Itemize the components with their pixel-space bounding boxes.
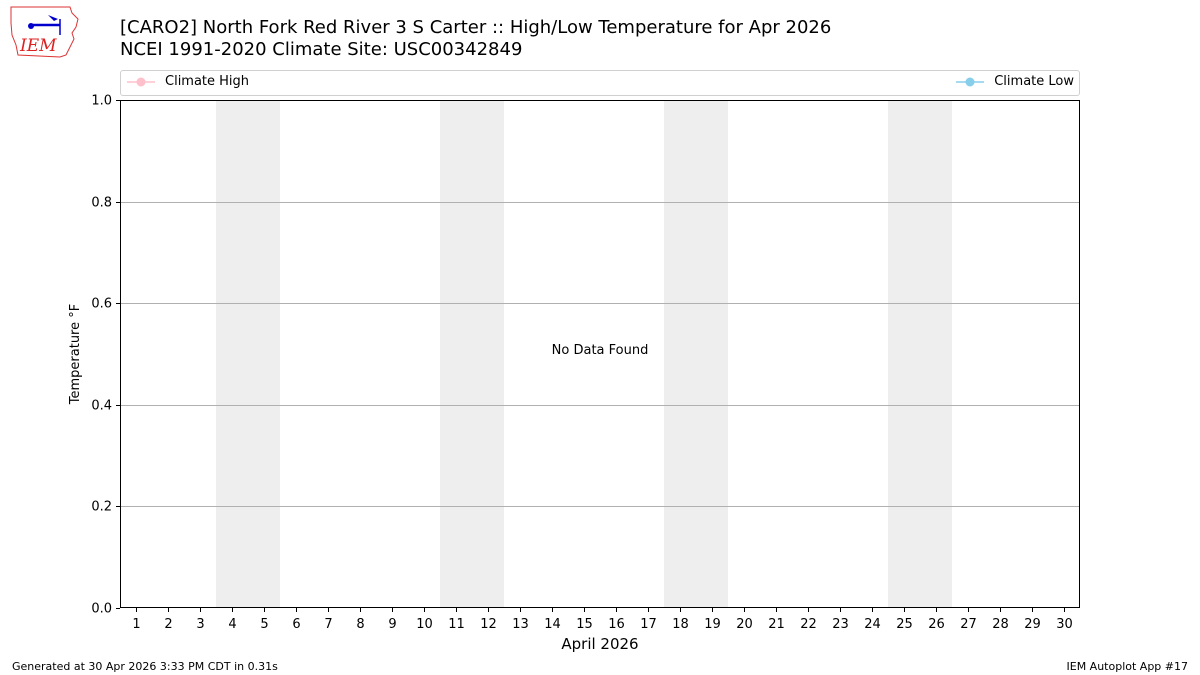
x-tick-label: 20: [736, 617, 753, 632]
generated-timestamp: Generated at 30 Apr 2026 3:33 PM CDT in …: [12, 660, 278, 673]
weekend-band: [664, 100, 728, 608]
x-tick-label: 6: [292, 617, 300, 632]
y-tick-label: 0.4: [91, 399, 112, 414]
y-tick-label: 1.0: [91, 94, 112, 109]
x-tick-label: 19: [704, 617, 721, 632]
y-tick-label: 0.2: [91, 500, 112, 515]
app-label: IEM Autoplot App #17: [1066, 660, 1189, 673]
x-tick-label: 11: [448, 617, 465, 632]
x-tick-label: 22: [800, 617, 817, 632]
x-tick-label: 27: [960, 617, 977, 632]
legend-marker-high: [127, 77, 155, 86]
weekend-band: [216, 100, 280, 608]
x-tick-label: 2: [164, 617, 172, 632]
legend-label-low: Climate Low: [994, 74, 1074, 89]
x-tick-label: 30: [1056, 617, 1073, 632]
x-tick-label: 26: [928, 617, 945, 632]
x-tick-label: 24: [864, 617, 881, 632]
x-tick-label: 23: [832, 617, 849, 632]
legend-label-high: Climate High: [165, 74, 250, 89]
iem-logo: IEM: [10, 6, 79, 58]
x-tick-label: 13: [512, 617, 529, 632]
x-tick-label: 10: [416, 617, 433, 632]
x-tick-label: 29: [1024, 617, 1041, 632]
x-tick-label: 5: [260, 617, 268, 632]
chart-title: [CARO2] North Fork Red River 3 S Carter …: [120, 17, 832, 38]
y-tick-label: 0.8: [91, 196, 112, 211]
plot-frame: [120, 100, 1080, 608]
chart-subtitle: NCEI 1991-2020 Climate Site: USC00342849: [120, 39, 523, 60]
y-tick-label: 0.6: [91, 297, 112, 312]
no-data-annotation: No Data Found: [552, 343, 649, 358]
x-tick-label: 25: [896, 617, 913, 632]
x-tick-label: 28: [992, 617, 1009, 632]
x-axis-label: April 2026: [561, 635, 638, 653]
legend-marker-low: [956, 77, 985, 86]
logo-text: IEM: [19, 36, 57, 56]
x-tick-label: 21: [768, 617, 785, 632]
x-tick-label: 16: [608, 617, 625, 632]
legend-item-climate-low: Climate Low: [956, 74, 1074, 89]
weekend-band: [888, 100, 952, 608]
x-tick-label: 12: [480, 617, 497, 632]
y-tick-label: 0.0: [91, 602, 112, 617]
x-tick-label: 7: [324, 617, 332, 632]
legend-item-climate-high: Climate High: [127, 74, 249, 89]
x-tick-label: 8: [356, 617, 364, 632]
weekend-band: [440, 100, 504, 608]
legend: Climate High Climate Low: [120, 70, 1080, 96]
x-tick-label: 14: [544, 617, 561, 632]
x-tick-label: 9: [388, 617, 396, 632]
x-tick-label: 18: [672, 617, 689, 632]
y-axis-label: Temperature °F: [68, 304, 83, 405]
x-tick-label: 4: [228, 617, 236, 632]
x-tick-label: 1: [132, 617, 140, 632]
x-tick-label: 15: [576, 617, 593, 632]
x-tick-label: 3: [196, 617, 204, 632]
x-tick-label: 17: [640, 617, 657, 632]
